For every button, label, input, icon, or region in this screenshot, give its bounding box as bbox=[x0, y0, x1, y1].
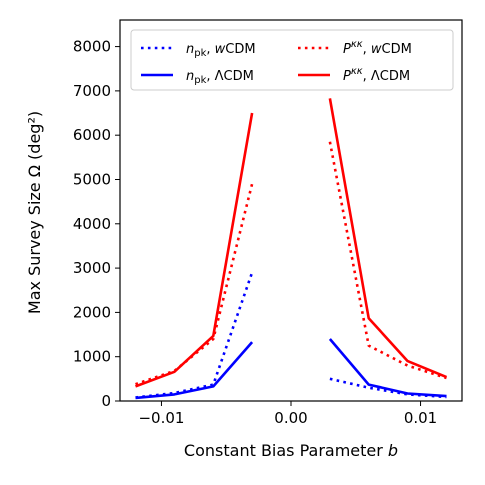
legend-label-0: npk, wCDM bbox=[186, 42, 256, 59]
x-tick-label: 0.01 bbox=[404, 409, 437, 427]
x-axis-label-symbol: b bbox=[388, 441, 398, 460]
legend-label-1: npk, ΛCDM bbox=[186, 69, 254, 86]
y-tick-label: 3000 bbox=[73, 259, 111, 277]
series-0-line-0 bbox=[135, 272, 254, 399]
y-tick-label: 6000 bbox=[73, 126, 111, 144]
series-1-line-0 bbox=[135, 341, 254, 400]
y-axis-label: Max Survey Size Ω (deg²) bbox=[25, 111, 44, 314]
legend-box bbox=[130, 29, 454, 91]
y-tick-label: 1000 bbox=[73, 348, 111, 366]
y-tick-label: 4000 bbox=[73, 215, 111, 233]
y-tick-label: 2000 bbox=[73, 303, 111, 321]
y-axis: 0 1000 2000 3000 4000 5000 6000 7000 8000 bbox=[73, 38, 120, 410]
series-3-line-0 bbox=[135, 112, 254, 388]
y-tick-label: 8000 bbox=[73, 38, 111, 56]
y-tick-label: 5000 bbox=[73, 170, 111, 188]
y-tick-label: 0 bbox=[101, 392, 111, 410]
legend: npk, wCDM npk, ΛCDM Pκκ, wCDM Pκκ, ΛCDM bbox=[130, 29, 454, 91]
legend-label-3: Pκκ, ΛCDM bbox=[343, 66, 410, 84]
series-layer bbox=[135, 98, 447, 400]
series-1-line-1 bbox=[328, 338, 447, 398]
legend-label-2: Pκκ, wCDM bbox=[343, 39, 412, 57]
series-3-line-1 bbox=[328, 98, 447, 379]
x-axis-label: Constant Bias Parameter b bbox=[184, 441, 398, 460]
x-axis: −0.01 0.00 0.01 bbox=[138, 401, 437, 427]
x-tick-label: −0.01 bbox=[138, 409, 184, 427]
series-2-line-1 bbox=[328, 141, 447, 380]
x-axis-label-text: Constant Bias Parameter bbox=[184, 441, 388, 460]
x-tick-label: 0.00 bbox=[274, 409, 307, 427]
y-tick-label: 7000 bbox=[73, 82, 111, 100]
